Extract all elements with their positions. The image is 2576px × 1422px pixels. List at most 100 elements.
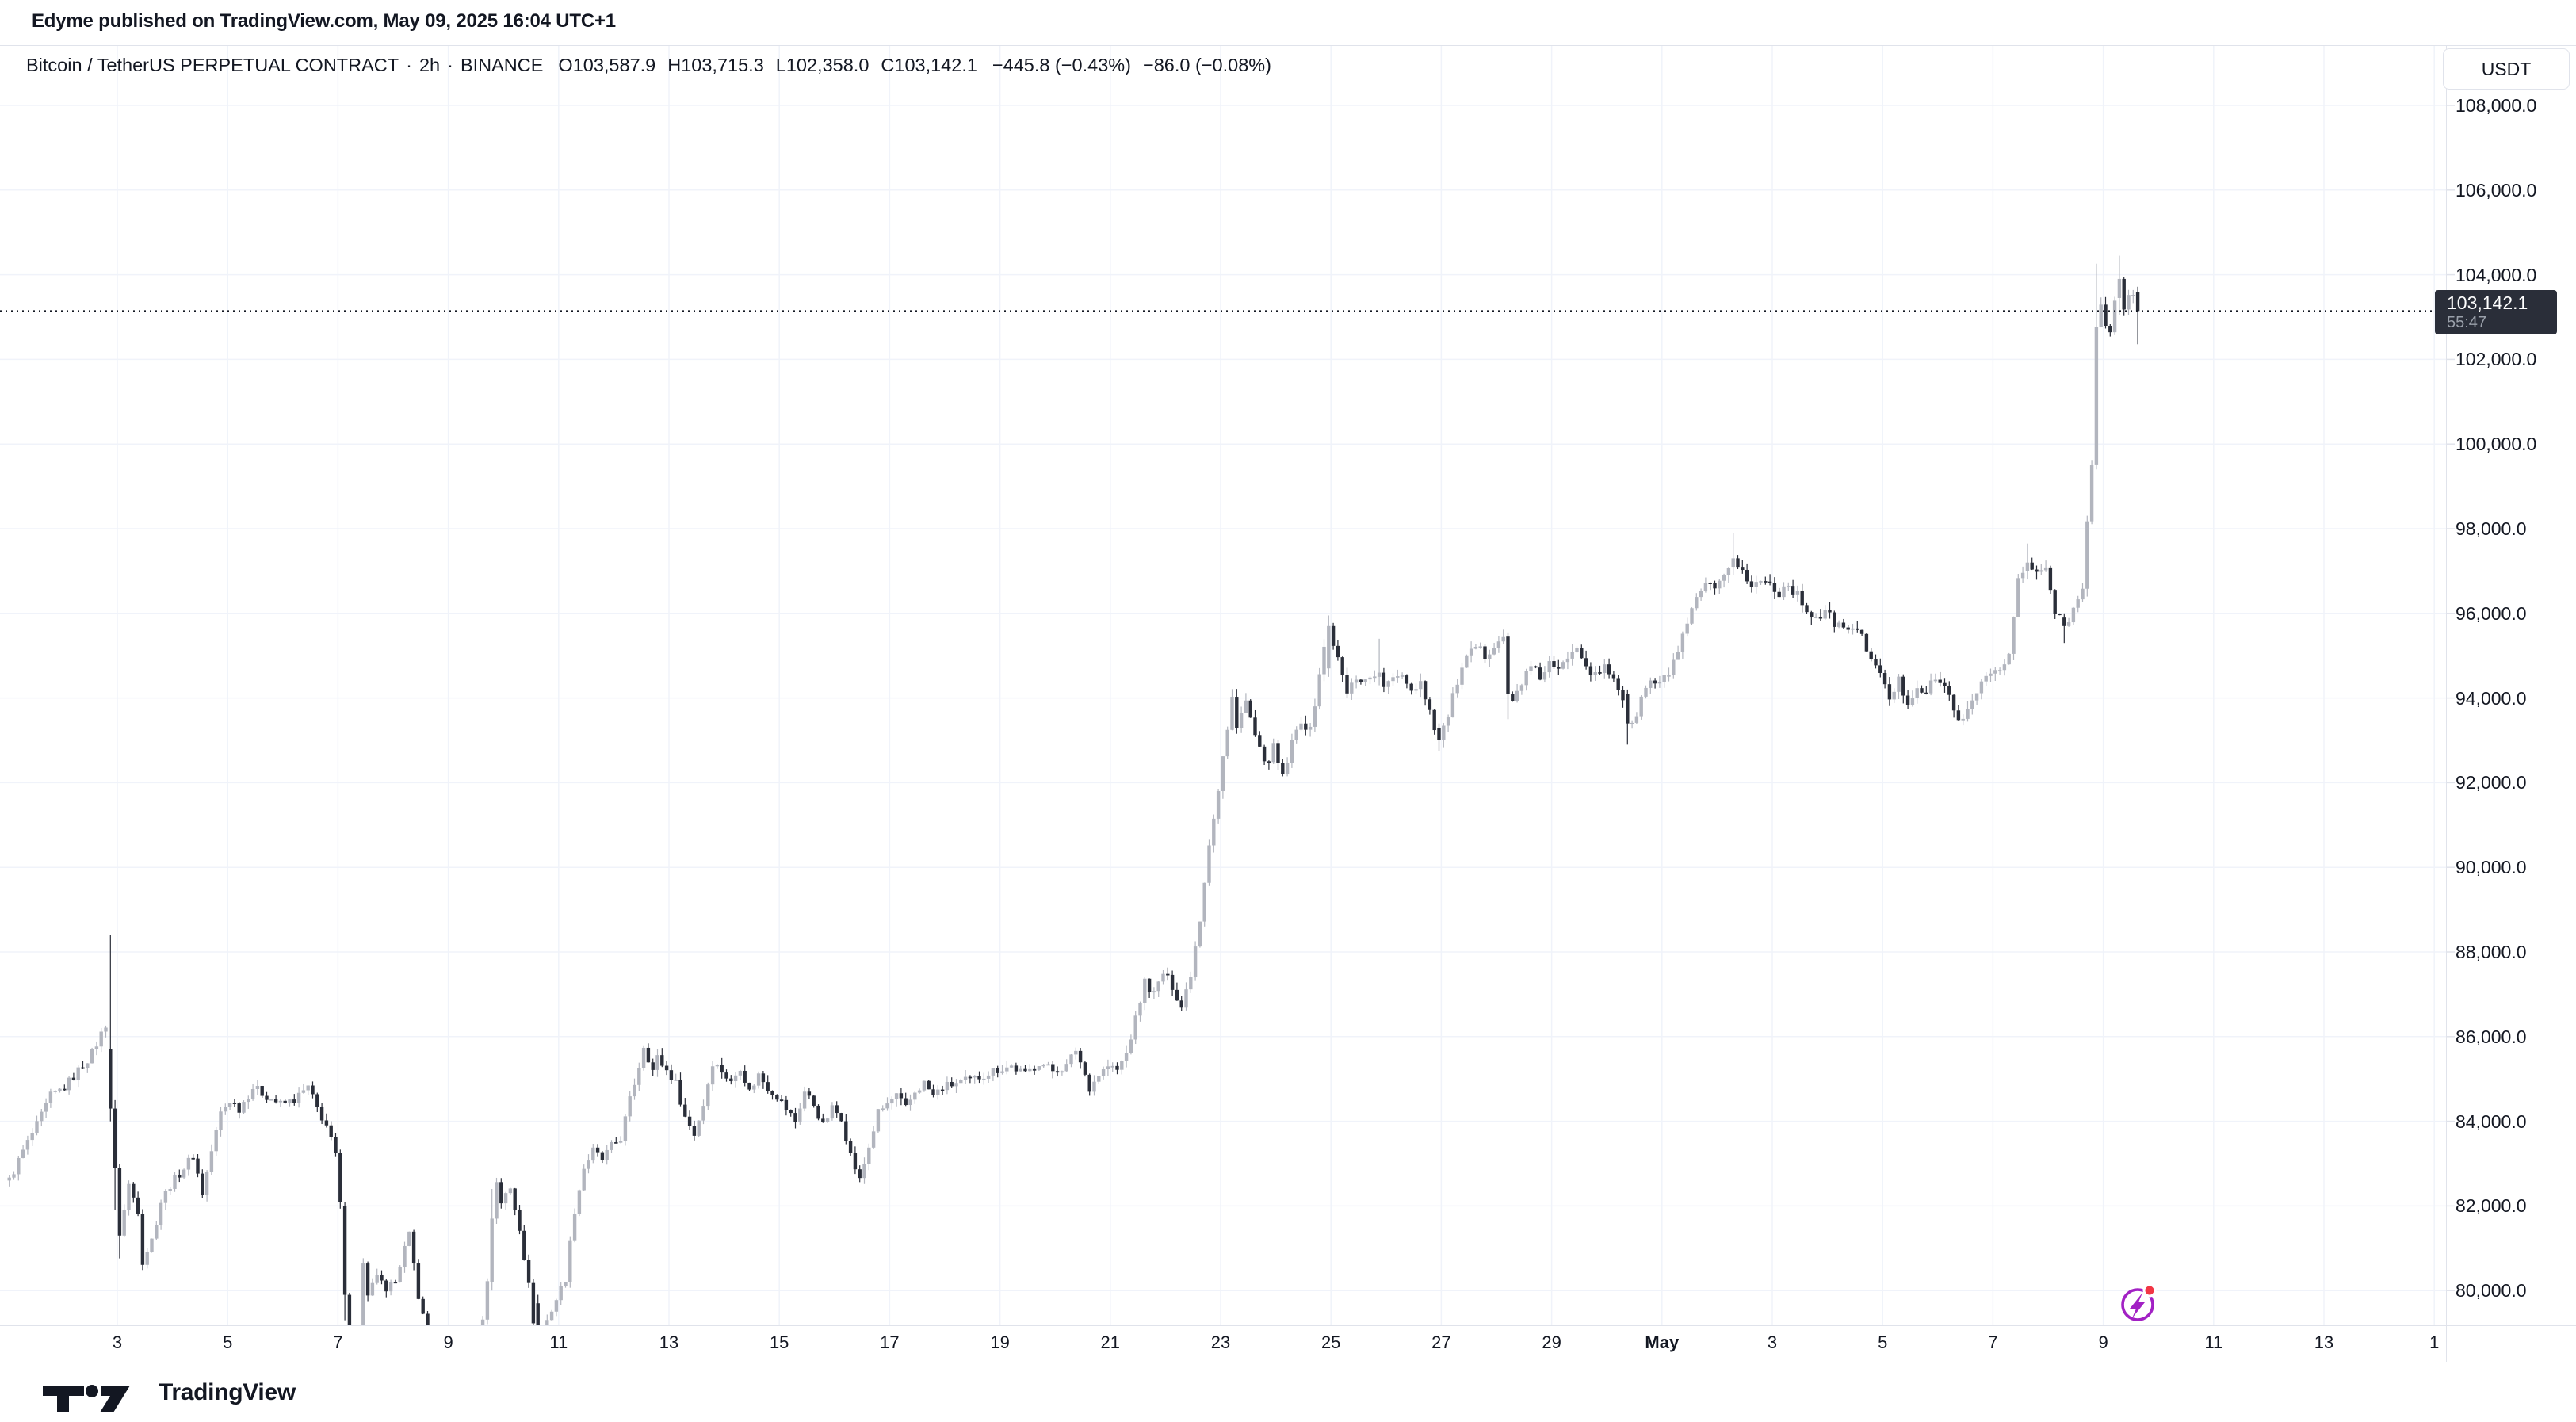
candle-up	[2094, 327, 2099, 465]
candle-up	[715, 1065, 720, 1067]
candle-down	[747, 1082, 751, 1090]
candle-up	[1667, 675, 1671, 677]
candle-up	[2071, 607, 2076, 623]
candle-up	[1225, 729, 1229, 757]
tradingview-logo-icon[interactable]	[42, 1383, 136, 1415]
candle-up	[361, 1263, 365, 1325]
symbol-title[interactable]: Bitcoin / TetherUS PERPETUAL CONTRACT	[26, 55, 399, 75]
candle-up	[991, 1068, 996, 1076]
candle-up	[76, 1067, 80, 1080]
candle-up	[1501, 636, 1505, 642]
candle-down	[1607, 664, 1611, 675]
candle-up	[1823, 610, 1827, 619]
candle-down	[1552, 661, 1556, 667]
flash-idea-icon[interactable]	[2121, 1283, 2157, 1321]
candle-down	[1878, 665, 1882, 673]
candle-down	[334, 1137, 338, 1153]
candle-down	[201, 1173, 204, 1195]
candle-down	[1115, 1065, 1119, 1070]
candle-up	[1028, 1068, 1032, 1072]
candle-up	[1814, 617, 1818, 618]
candle-down	[1736, 558, 1740, 568]
candle-up	[1161, 973, 1165, 982]
candle-down	[1713, 583, 1717, 589]
candle-down	[724, 1072, 728, 1079]
candle-down	[2058, 614, 2062, 616]
candle-up	[1207, 845, 1211, 883]
candle-up	[17, 1157, 21, 1175]
exchange-name[interactable]: BINANCE	[460, 55, 544, 75]
candle-up	[954, 1083, 958, 1087]
candle-up	[1993, 670, 1997, 674]
candle-up	[1198, 921, 1202, 947]
interval-value[interactable]: 2h	[419, 55, 441, 75]
candle-up	[403, 1245, 407, 1267]
candle-up	[1060, 1071, 1064, 1073]
candle-up	[1368, 677, 1372, 680]
candle-down	[2062, 617, 2066, 626]
candle-down	[1087, 1074, 1091, 1092]
candle-down	[812, 1095, 816, 1106]
candle-up	[945, 1081, 950, 1091]
candle-up	[572, 1214, 577, 1241]
candle-up	[798, 1108, 802, 1122]
candle-down	[821, 1118, 825, 1122]
price-axis-border	[2446, 45, 2447, 1362]
price-axis-label: 98,000.0	[2456, 518, 2527, 539]
candle-up	[1110, 1065, 1114, 1068]
price-axis-label: 80,000.0	[2456, 1280, 2527, 1302]
candle-up	[913, 1092, 917, 1100]
low-value: L102,358.0	[775, 55, 869, 75]
price-axis-label: 108,000.0	[2456, 95, 2537, 116]
candle-up	[1685, 623, 1689, 634]
candle-down	[844, 1121, 848, 1141]
header-divider	[0, 45, 2576, 46]
candle-up	[219, 1111, 223, 1130]
candle-up	[224, 1107, 227, 1112]
high-value: H103,715.3	[667, 55, 764, 75]
tradingview-wordmark[interactable]: TradingView	[159, 1379, 296, 1405]
symbol-legend[interactable]: Bitcoin / TetherUS PERPETUAL CONTRACT · …	[26, 55, 1283, 76]
candle-up	[1069, 1054, 1073, 1065]
price-axis-label: 104,000.0	[2456, 264, 2537, 285]
candle-up	[250, 1089, 255, 1099]
candle-down	[2048, 567, 2053, 591]
candle-up	[2007, 653, 2011, 665]
time-axis-label: 11	[549, 1332, 568, 1352]
candle-down	[899, 1093, 904, 1099]
candle-down	[1331, 625, 1336, 646]
candle-down	[1611, 674, 1616, 679]
candle-up	[1271, 743, 1275, 763]
candle-up	[1722, 575, 1726, 581]
candle-up	[1473, 646, 1478, 649]
candle-up	[1442, 725, 1446, 740]
candle-up	[1759, 581, 1763, 583]
candle-down	[1616, 678, 1620, 690]
candle-down	[522, 1230, 526, 1260]
time-axis-label: 7	[1988, 1332, 1998, 1352]
candle-down	[411, 1231, 416, 1264]
candle-down	[1621, 690, 1625, 701]
candle-down	[329, 1125, 333, 1137]
time-axis-label: 3	[112, 1332, 123, 1352]
candle-up	[1120, 1061, 1124, 1070]
candle-down	[191, 1157, 195, 1160]
candle-up	[122, 1210, 126, 1236]
currency-toggle-button[interactable]: USDT	[2443, 48, 2570, 90]
candle-down	[779, 1099, 784, 1102]
candle-up	[710, 1066, 715, 1085]
candle-down	[1828, 610, 1832, 613]
candle-up	[278, 1100, 283, 1103]
candle-down	[265, 1095, 269, 1100]
candle-down	[683, 1104, 687, 1117]
candle-up	[204, 1172, 209, 1195]
candle-down	[1083, 1062, 1087, 1075]
candle-down	[63, 1088, 67, 1091]
candle-down	[669, 1070, 674, 1080]
candle-up	[1354, 679, 1359, 683]
candle-up	[255, 1085, 260, 1090]
candle-up	[577, 1190, 582, 1214]
candle-up	[1630, 722, 1634, 724]
candle-up	[1193, 946, 1198, 977]
